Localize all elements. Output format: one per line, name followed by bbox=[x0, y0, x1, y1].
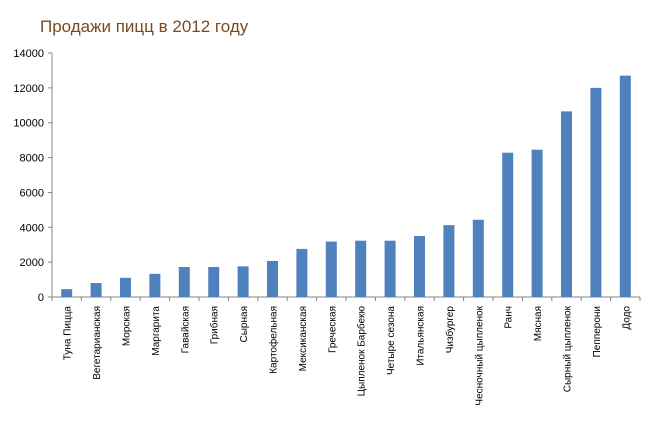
bar bbox=[90, 283, 102, 297]
x-tick-label: Пепперони bbox=[592, 306, 603, 357]
bar bbox=[267, 260, 278, 297]
bar bbox=[61, 289, 73, 297]
y-tick-label: 10000 bbox=[13, 118, 44, 130]
x-tick-label: Вегетарианская bbox=[92, 306, 103, 380]
x-tick-label: Чесночный цыпленок bbox=[474, 305, 485, 405]
bar bbox=[414, 236, 425, 297]
x-tick-label: Туна Пицца bbox=[63, 306, 74, 361]
x-tick-label: Греческая bbox=[327, 306, 338, 353]
bar bbox=[296, 248, 308, 297]
bar bbox=[472, 219, 484, 297]
x-tick-label: Сырный цыпленок bbox=[563, 305, 574, 392]
x-tick-label: Гавайская bbox=[180, 306, 191, 353]
bar bbox=[561, 111, 572, 297]
y-tick-label: 0 bbox=[38, 292, 44, 304]
x-tick-label: Четыре сезона bbox=[386, 306, 397, 375]
bar bbox=[325, 241, 337, 297]
bar bbox=[149, 273, 161, 297]
bar bbox=[502, 152, 514, 297]
x-tick-label: Додо bbox=[621, 306, 632, 330]
y-tick-label: 4000 bbox=[20, 222, 44, 234]
x-tick-label: Мексиканская bbox=[298, 306, 309, 371]
x-tick-label: Чизбургер bbox=[444, 306, 456, 354]
x-tick-label: Морская bbox=[122, 306, 133, 346]
bar bbox=[355, 240, 367, 297]
bar bbox=[237, 266, 249, 297]
x-tick-label: Итальянская bbox=[416, 306, 427, 366]
bar bbox=[384, 240, 396, 297]
x-tick-label: Грибная bbox=[209, 306, 221, 344]
bar bbox=[178, 267, 190, 297]
y-tick-label: 12000 bbox=[13, 83, 44, 95]
x-tick-label: Маргарита bbox=[151, 306, 162, 356]
bar bbox=[208, 267, 220, 297]
x-tick-label: Ранч bbox=[504, 306, 515, 329]
bar bbox=[443, 225, 455, 297]
y-tick-label: 14000 bbox=[13, 48, 44, 60]
x-tick-label: Мясная bbox=[533, 306, 544, 341]
y-axis-tick-labels: 0 2000 4000 6000 8000 10000 12000 14000 bbox=[13, 48, 44, 304]
y-tick-label: 6000 bbox=[20, 187, 44, 199]
x-tick-label: Цыпленок Барбекю bbox=[356, 306, 368, 397]
bar bbox=[531, 149, 543, 297]
x-axis-tick-labels: Туна Пицца Вегетарианская Морская Маргарита… bbox=[63, 305, 633, 405]
x-tick-label: Картофельная bbox=[268, 306, 280, 374]
bar bbox=[619, 75, 631, 298]
x-tick-label: Сырная bbox=[239, 306, 250, 342]
y-tick-label: 8000 bbox=[20, 153, 44, 165]
chart-title: Продажи пицц в 2012 году bbox=[40, 17, 249, 36]
chart-axes bbox=[48, 52, 641, 301]
chart-bars bbox=[61, 75, 631, 298]
y-tick-label: 2000 bbox=[20, 257, 44, 269]
bar bbox=[120, 277, 131, 297]
bar bbox=[590, 87, 602, 297]
